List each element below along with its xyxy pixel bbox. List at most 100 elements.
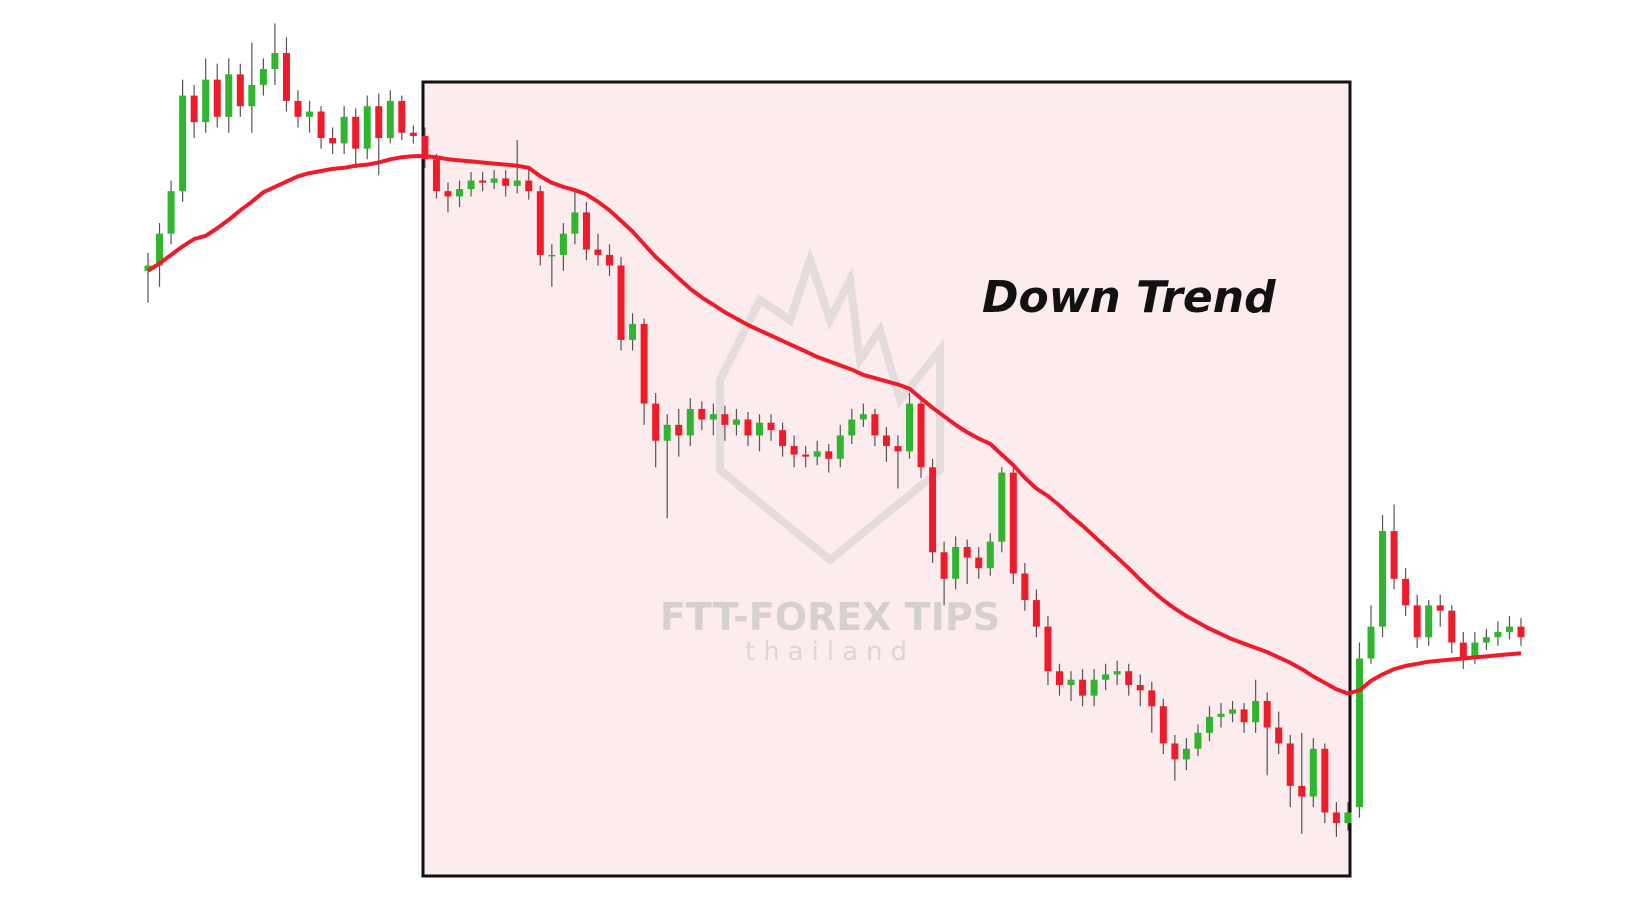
candle-body	[306, 111, 314, 117]
candle-body	[559, 233, 567, 255]
candle-body	[640, 323, 648, 404]
candle-body	[802, 454, 810, 457]
candle-body	[1171, 743, 1179, 760]
candle-body	[444, 191, 452, 197]
candle-body	[248, 84, 256, 107]
candle-body	[1379, 531, 1387, 627]
candle-body	[571, 212, 579, 234]
candle-body	[594, 249, 602, 255]
candle-body	[1090, 679, 1098, 696]
candle-body	[1344, 812, 1352, 824]
candle-body	[1079, 679, 1087, 696]
candle-body	[225, 74, 233, 117]
candle-body	[652, 403, 660, 441]
candle-body	[167, 191, 175, 234]
candle-body	[882, 435, 890, 447]
candle-body	[790, 446, 798, 455]
candle-body	[467, 180, 475, 190]
candle-body	[1402, 578, 1410, 606]
candle-body	[479, 180, 487, 183]
annotation: Down Trend	[982, 272, 1276, 323]
candle-body	[709, 414, 717, 420]
candle-body	[375, 106, 383, 139]
candle-body	[432, 159, 440, 192]
candle-body	[917, 403, 925, 468]
candle-body	[1125, 671, 1133, 686]
candle-body	[1505, 626, 1513, 632]
candle-body	[1159, 706, 1167, 744]
candle-body	[998, 472, 1006, 542]
candle-body	[421, 135, 429, 160]
candle-body	[282, 53, 290, 101]
candle-body	[1194, 732, 1202, 749]
candle-body	[1136, 685, 1144, 691]
moving-average	[146, 154, 1522, 696]
candle-body	[1009, 472, 1017, 574]
candle-body	[1252, 700, 1260, 723]
candle-body	[1044, 626, 1052, 672]
candle-body	[1286, 743, 1294, 786]
candle-body	[317, 111, 325, 139]
candle-body	[744, 419, 752, 436]
candle-body	[675, 424, 683, 436]
candle-body	[398, 100, 406, 133]
candle-body	[1229, 709, 1237, 714]
candle-body	[767, 422, 775, 431]
candle-body	[1436, 605, 1444, 611]
candle-body	[1067, 679, 1075, 686]
candle-body	[1332, 812, 1340, 824]
candle-body	[1263, 700, 1271, 728]
candle-body	[271, 53, 279, 70]
candle-body	[1055, 671, 1063, 686]
candle-body	[386, 100, 394, 139]
candle-body	[663, 424, 671, 441]
candle-body	[582, 212, 590, 250]
candle-body	[1355, 658, 1363, 808]
candle-body	[340, 116, 348, 144]
candle-body	[859, 414, 867, 420]
candle-body	[502, 178, 510, 186]
candle-body	[1102, 674, 1110, 680]
candle-body	[1217, 713, 1225, 717]
candle-body	[236, 74, 244, 107]
candle-body	[156, 233, 164, 266]
candle-body	[848, 419, 856, 436]
candle-body	[490, 178, 498, 183]
candle-body	[1494, 631, 1502, 638]
candle-body	[813, 451, 821, 457]
candle-body	[721, 414, 729, 425]
candle-body	[1459, 642, 1467, 659]
candle-body	[259, 69, 267, 85]
candle-body	[1309, 748, 1317, 797]
candle-body	[548, 254, 556, 257]
candle-body	[871, 414, 879, 436]
trend-box	[421, 80, 1352, 878]
watermark: FTT-FOREX TIPS	[660, 595, 1000, 639]
candle-body	[363, 106, 371, 149]
candle-body	[617, 265, 625, 340]
candle-body	[929, 467, 937, 553]
candle-body	[1482, 637, 1490, 643]
candle-body	[179, 95, 187, 192]
candle-body	[329, 138, 337, 144]
watermark-logo	[716, 247, 944, 566]
candle-body	[1032, 600, 1040, 627]
candle-body	[409, 132, 417, 136]
candle-body	[1517, 626, 1525, 638]
candle-body	[905, 403, 913, 452]
candle-body	[352, 116, 360, 149]
candle-body	[940, 552, 948, 579]
candle-body	[825, 451, 833, 459]
candle-body	[1390, 531, 1398, 579]
candle-body	[456, 189, 464, 197]
candle-body	[779, 430, 787, 447]
candle-body	[1182, 748, 1190, 760]
candle-body	[963, 546, 971, 558]
candle-body	[894, 446, 902, 452]
candle-body	[686, 408, 694, 436]
candle-body	[190, 95, 198, 123]
candle-body	[606, 254, 614, 266]
candle-body	[975, 557, 983, 569]
candle-body	[294, 100, 302, 117]
